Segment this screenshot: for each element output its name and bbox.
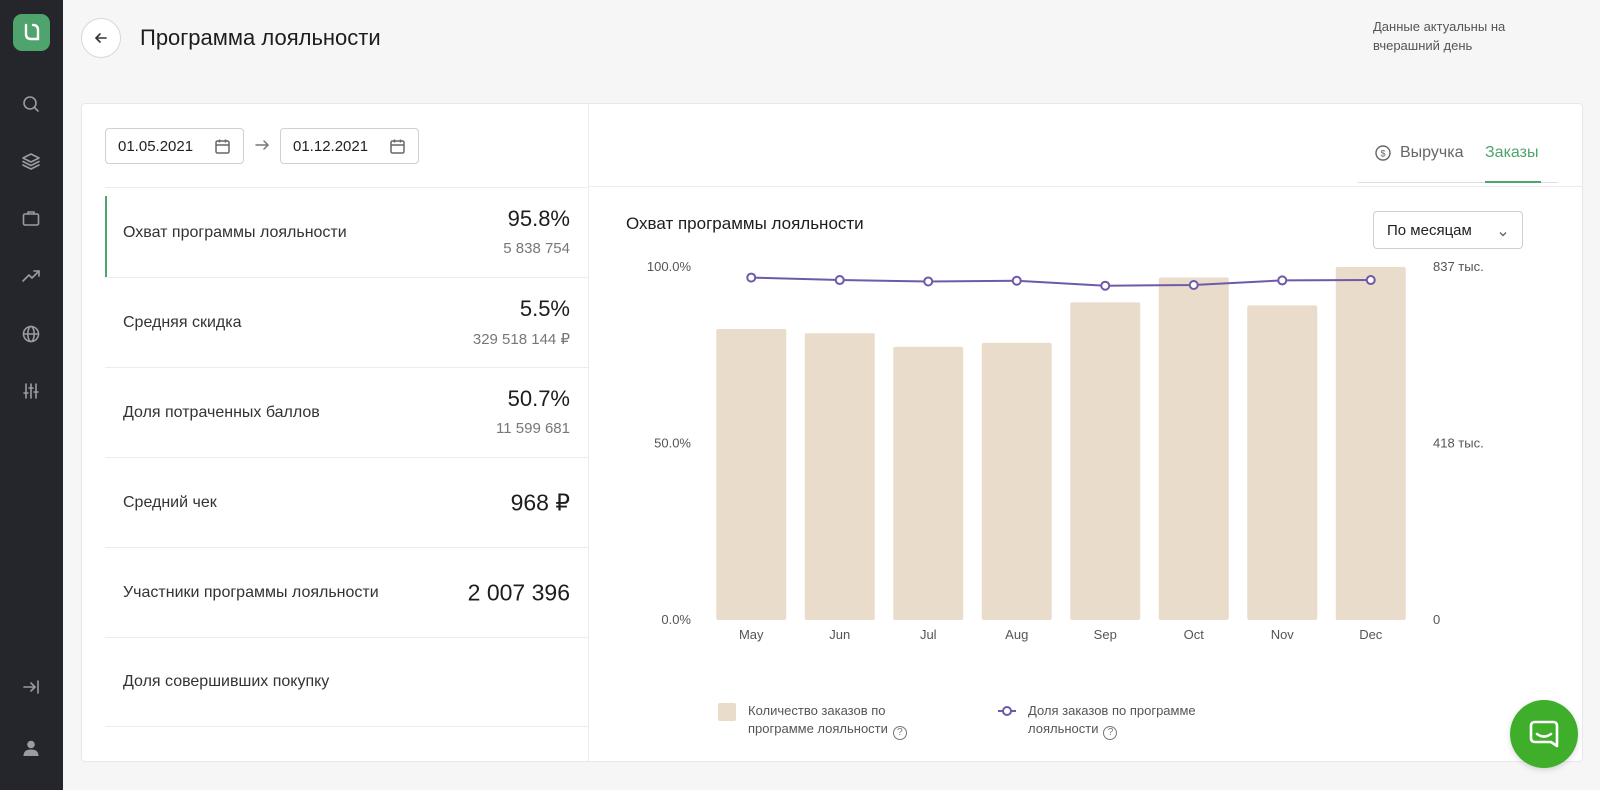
- orders-chart: 0.0% 50.0% 100.0% 0 418 тыс. 837 тыс. May Jun Ju…: [647, 259, 1484, 642]
- tab-revenue[interactable]: $ Выручка: [1374, 144, 1463, 162]
- tab-active-indicator: [1485, 181, 1541, 183]
- metric-row-participants[interactable]: Участники программы лояльности 2 007 396: [105, 547, 588, 637]
- chat-button[interactable]: [1510, 700, 1578, 768]
- y-left-tick-label: 100.0%: [647, 259, 692, 274]
- logout-icon[interactable]: [19, 675, 43, 699]
- x-tick-label: Oct: [1184, 627, 1205, 642]
- sliders-icon[interactable]: [19, 379, 43, 403]
- line-point: [1188, 280, 1199, 291]
- date-to-input[interactable]: 01.12.2021: [280, 128, 419, 164]
- metric-subvalue: 5 838 754: [503, 240, 570, 257]
- x-tick-label: Jul: [920, 627, 937, 642]
- metric-subvalue: 11 599 681: [496, 420, 570, 437]
- metric-label: Охват программы лояльности: [123, 223, 347, 241]
- app-logo[interactable]: [13, 14, 50, 51]
- chat-icon: [1529, 720, 1559, 748]
- date-from-input[interactable]: 01.05.2021: [105, 128, 244, 164]
- bar: [1158, 277, 1229, 620]
- series-line: [751, 276, 1371, 287]
- bar: [804, 333, 875, 620]
- legend-line-swatch: [998, 706, 1016, 716]
- metric-row-avg-discount[interactable]: Средняя скидка 5.5% 329 518 144 ₽: [105, 277, 588, 367]
- bar: [716, 328, 787, 620]
- bar: [1070, 302, 1141, 620]
- y-right-tick-label: 0: [1433, 612, 1440, 627]
- period-select[interactable]: По месяцам: [1373, 211, 1523, 249]
- panel-divider: [588, 104, 589, 761]
- metric-row-coverage[interactable]: Охват программы лояльности 95.8% 5 838 7…: [105, 187, 588, 278]
- search-icon[interactable]: [19, 92, 43, 116]
- metric-label: Доля совершивших покупку: [123, 673, 330, 690]
- metric-label: Средний чек: [123, 493, 217, 511]
- globe-icon[interactable]: [19, 322, 43, 346]
- y-right-tick-label: 418 тыс.: [1433, 436, 1484, 451]
- metric-label: Доля потраченных баллов: [123, 403, 320, 421]
- period-select-value: По месяцам: [1387, 221, 1472, 239]
- date-to-value: 01.12.2021: [293, 137, 369, 155]
- line-point: [1011, 275, 1022, 286]
- metric-row-avg-check[interactable]: Средний чек 968 ₽: [105, 457, 588, 547]
- svg-text:$: $: [1380, 149, 1385, 159]
- metric-value: 50.7%: [507, 386, 570, 411]
- x-tick-label: Aug: [1005, 627, 1028, 642]
- legend-bar-swatch: [718, 703, 736, 721]
- bar: [1335, 267, 1406, 620]
- x-tick-label: Nov: [1271, 627, 1295, 642]
- tab-orders[interactable]: Заказы: [1485, 144, 1538, 162]
- line-point: [1100, 280, 1111, 291]
- bar: [893, 346, 964, 620]
- y-left-tick-label: 0.0%: [661, 612, 691, 627]
- tabs-track: [1358, 182, 1558, 183]
- data-freshness-note: Данные актуальны на вчерашний день: [1373, 19, 1506, 53]
- user-icon[interactable]: [19, 736, 43, 760]
- metric-label: Участники программы лояльности: [123, 583, 379, 601]
- line-point: [834, 275, 845, 286]
- y-left-tick-label: 50.0%: [654, 436, 691, 451]
- metric-value: 2 007 396: [467, 579, 570, 605]
- line-point: [923, 276, 934, 287]
- arrow-left-icon: [95, 33, 107, 43]
- chevron-down-icon: [1498, 226, 1508, 237]
- layers-icon[interactable]: [19, 149, 43, 173]
- calendar-icon: [214, 138, 231, 155]
- help-icon[interactable]: ?: [1103, 726, 1118, 740]
- bar: [1247, 305, 1318, 620]
- sidebar: [0, 0, 63, 790]
- x-tick-label: May: [739, 627, 764, 642]
- coin-icon: $: [1374, 144, 1392, 162]
- bar: [981, 342, 1052, 620]
- logo-icon: [24, 23, 39, 40]
- x-tick-label: Jun: [829, 627, 850, 642]
- tab-orders-label: Заказы: [1485, 144, 1539, 161]
- legend-item-bars: Количество заказов по программе лояльнос…: [718, 702, 928, 740]
- metric-label: Средняя скидка: [123, 313, 242, 331]
- line-point: [1277, 275, 1288, 286]
- metric-subvalue: 329 518 144 ₽: [472, 331, 570, 348]
- metrics-list: Охват программы лояльности 95.8% 5 838 7…: [105, 187, 588, 727]
- page-title: Программа лояльности: [140, 25, 381, 50]
- line-point: [746, 272, 757, 283]
- tab-revenue-label: Выручка: [1400, 144, 1464, 161]
- line-point: [1365, 275, 1376, 286]
- metric-row-purchasers-share[interactable]: Доля совершивших покупку: [105, 637, 588, 727]
- x-tick-label: Sep: [1094, 627, 1117, 642]
- help-icon[interactable]: ?: [892, 726, 907, 740]
- x-tick-label: Dec: [1359, 627, 1383, 642]
- calendar-icon: [389, 138, 406, 155]
- trend-icon[interactable]: [19, 264, 43, 288]
- metric-value: 968 ₽: [510, 489, 570, 515]
- legend-bars-text: Количество заказов по программе лояльнос…: [748, 702, 928, 740]
- arrow-right-icon: [253, 136, 271, 154]
- metric-value: 5.5%: [519, 296, 570, 321]
- tabs-divider: [589, 186, 1582, 187]
- briefcase-icon[interactable]: [19, 206, 43, 230]
- chart-title: Охват программы лояльности: [626, 214, 864, 233]
- date-from-value: 01.05.2021: [118, 137, 194, 155]
- legend-line-text: Доля заказов по программе лояльности?: [1028, 703, 1196, 740]
- y-right-tick-label: 837 тыс.: [1433, 259, 1484, 274]
- metric-value: 95.8%: [507, 206, 570, 231]
- metric-row-spent-points[interactable]: Доля потраченных баллов 50.7% 11 599 681: [105, 367, 588, 457]
- back-button[interactable]: [81, 18, 121, 58]
- legend-item-line: Доля заказов по программе лояльности?: [998, 702, 1228, 740]
